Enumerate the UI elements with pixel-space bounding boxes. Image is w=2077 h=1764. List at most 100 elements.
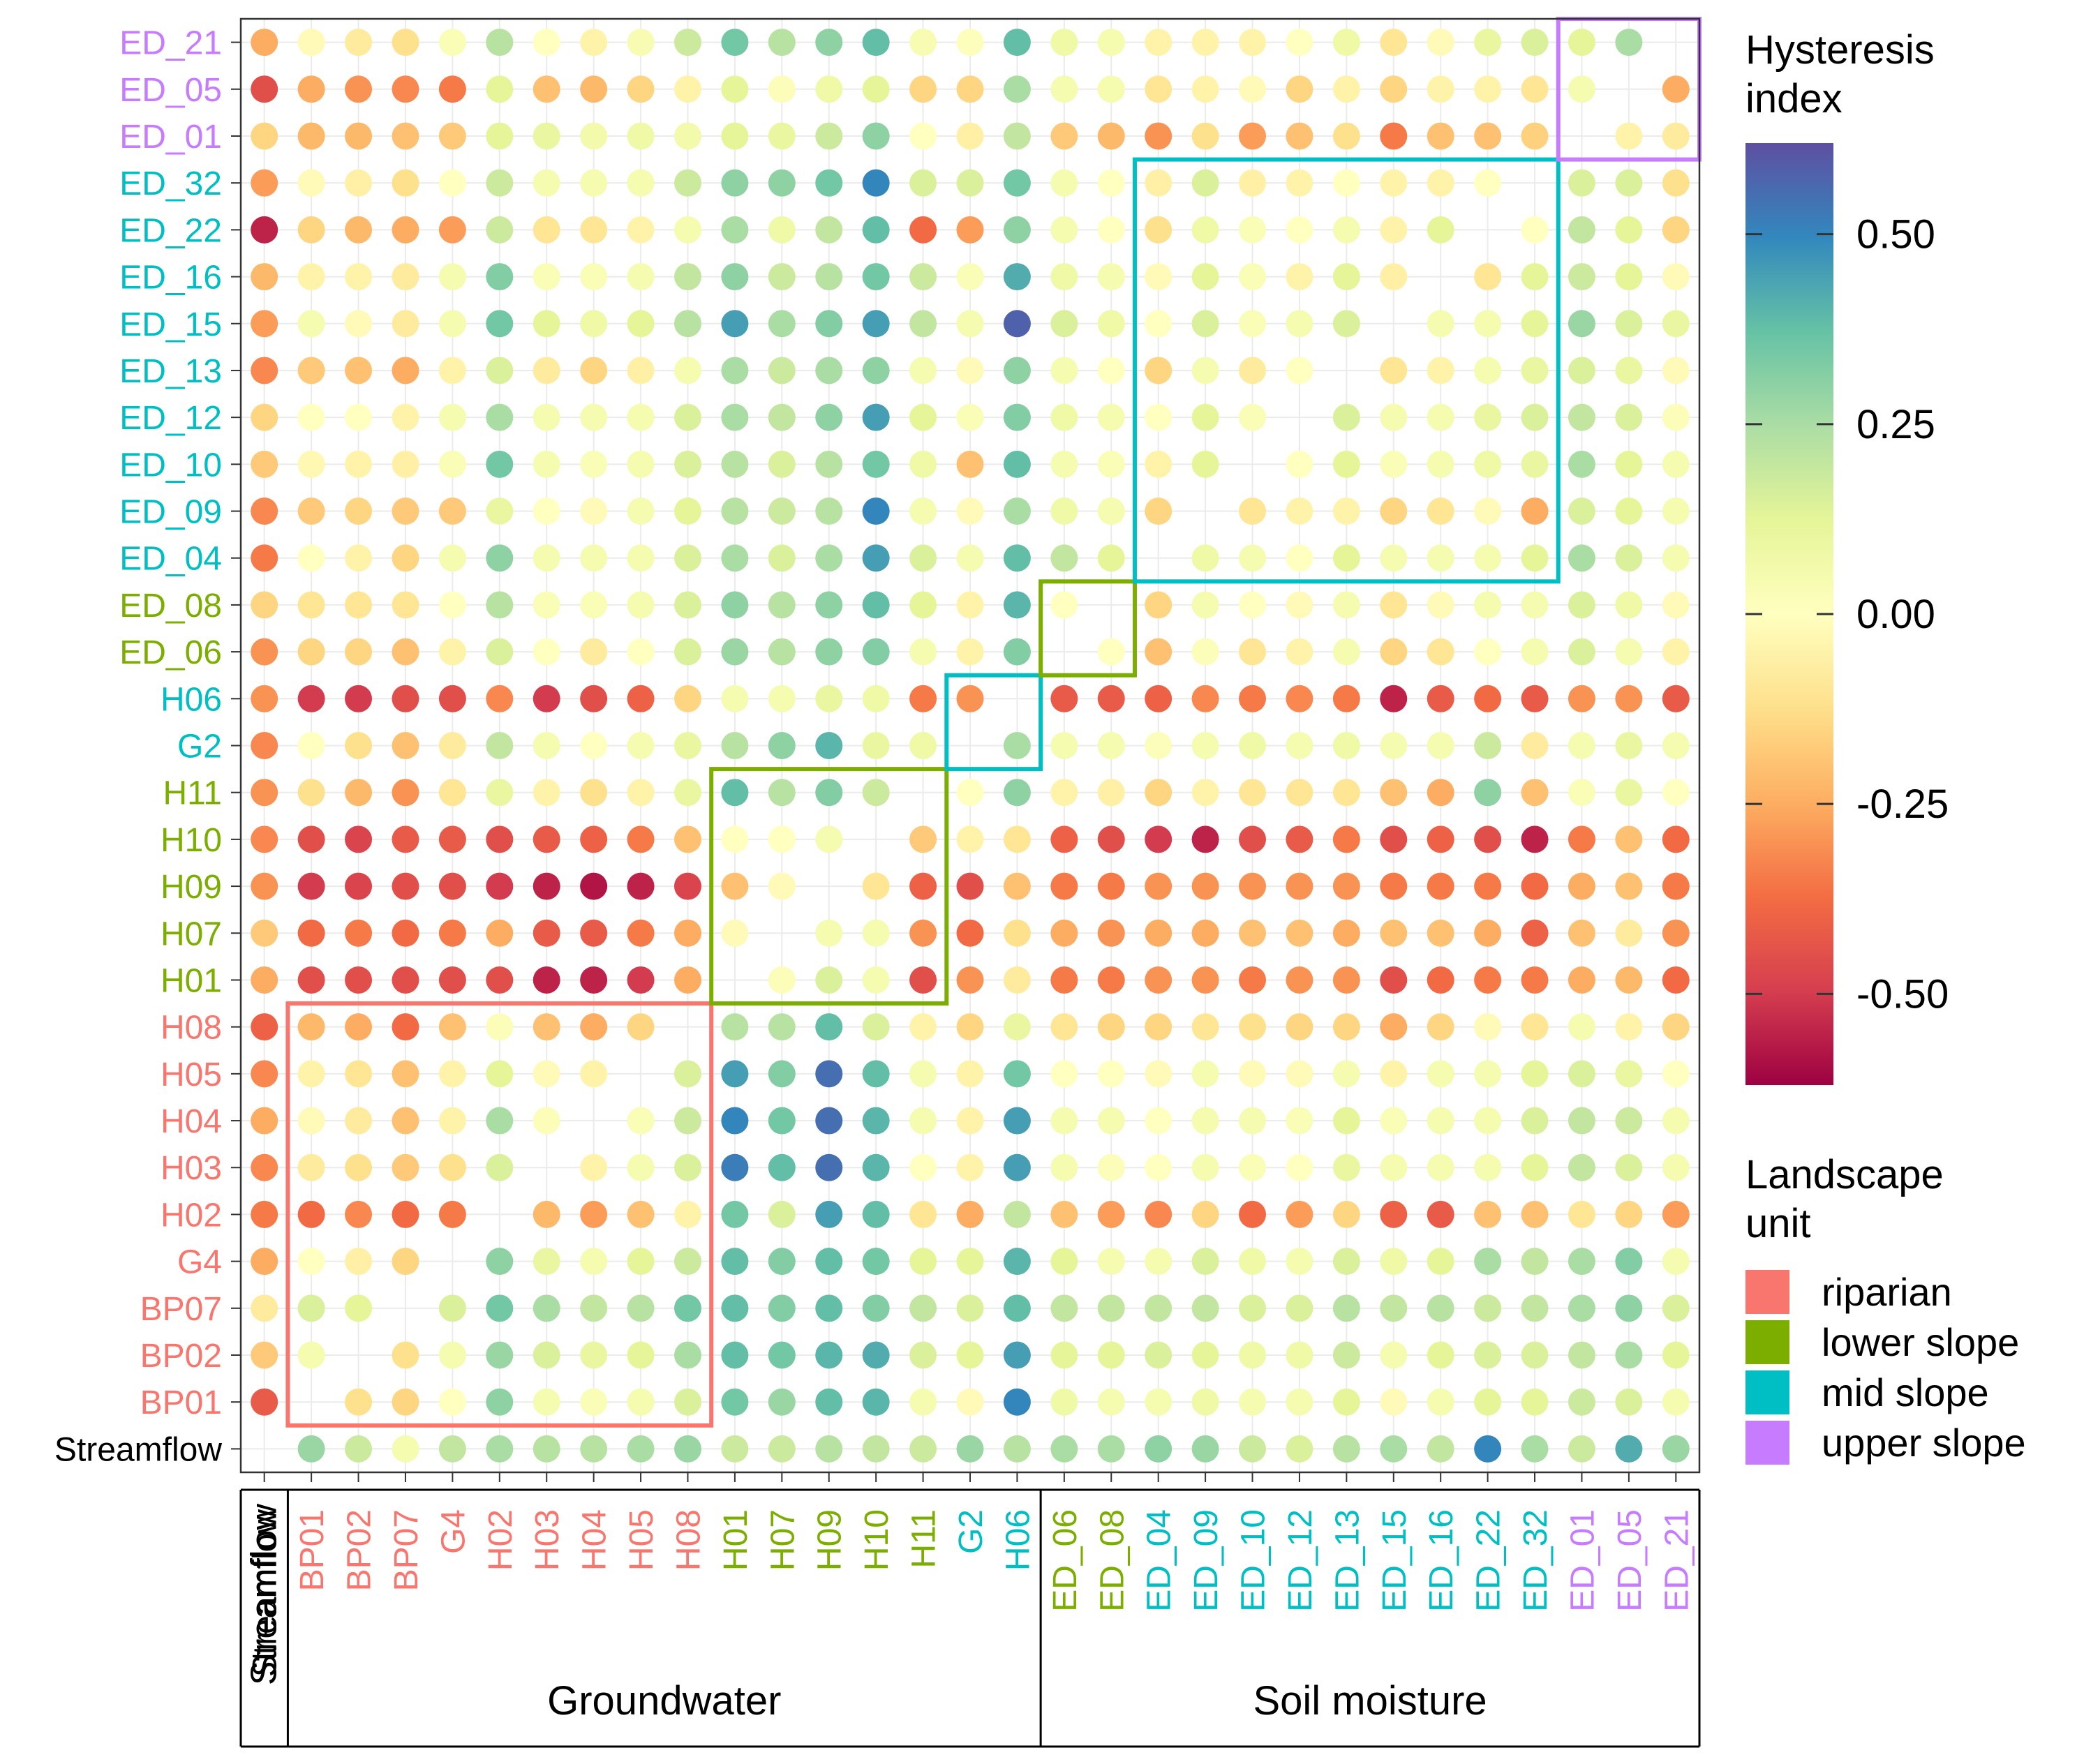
dot-cell: ED_08 × BP02: -0.1	[345, 591, 373, 619]
dot-cell: ED_09 × H06: 0.25	[1003, 498, 1031, 525]
dot-cell: H02 × ED_15: -0.4	[1380, 1200, 1408, 1228]
dot-cell: G4 × H07: 0.32	[768, 1248, 796, 1276]
dot-cell: BP02 × BP07: -0.12	[392, 1341, 419, 1369]
dot-cell: ED_21 × H06: 0.38	[1003, 29, 1031, 57]
dot-cell: H02 × ED_13: -0.15	[1332, 1200, 1360, 1228]
dot-cell: ED_08 × H08: 0.15	[673, 591, 701, 619]
dot-cell: BP01 × ED_21: 0.05	[1662, 1388, 1690, 1416]
dot-cell: H07 × Streamflow: -0.18	[251, 919, 278, 947]
dot-cell: BP07 × H11: 0.2	[909, 1294, 937, 1322]
dot-cell: ED_04 × Streamflow: -0.35	[251, 544, 278, 572]
dot-cell: H03 × H09: 0.55	[815, 1153, 843, 1181]
dot-cell: ED_15 × H04: 0.08	[580, 310, 608, 338]
dot-cell: H05 × BP01: -0.05	[297, 1060, 325, 1088]
dot-cell: ED_01 × ED_21: -0.08	[1662, 122, 1690, 150]
dot-cell: H07 × ED_16: -0.2	[1427, 919, 1454, 947]
dot-cell: ED_15 × ED_04: 0	[1145, 310, 1172, 338]
dot-cell: ED_09 × H04: -0.02	[580, 498, 608, 525]
dot-cell: ED_16 × H08: 0.2	[673, 263, 701, 291]
dot-cell: H03 × ED_08: 0.02	[1097, 1153, 1125, 1181]
dot-cell: ED_04 × ED_12: 0	[1286, 544, 1313, 572]
dot-cell: H09 × ED_01: -0.25	[1568, 872, 1595, 900]
dot-cell: G2 × BP07: -0.2	[392, 732, 419, 759]
y-tick-label: ED_08	[119, 588, 222, 625]
dot-cell: ED_04 × H09: 0.25	[815, 544, 843, 572]
dot-cell: ED_10 × ED_16: 0.05	[1427, 450, 1454, 478]
dot-cell: ED_32 × H10: 0.5	[862, 169, 890, 197]
y-tick-label: ED_04	[119, 541, 222, 578]
dot-cell: Streamflow × H06: 0.22	[1003, 1435, 1031, 1463]
dot-cell: ED_05 × G4: -0.35	[438, 75, 466, 103]
dot-cell: H07 × ED_21: -0.3	[1662, 919, 1690, 947]
dot-cell: ED_09 × ED_05: 0.12	[1615, 498, 1643, 525]
dot-cell: BP01 × H02: 0.3	[486, 1388, 514, 1416]
dot-cell: H05 × G2: -0.05	[956, 1060, 984, 1088]
dot-cell: H10 × H09: 0.05	[815, 825, 843, 853]
dot-cell: H09 × BP02: -0.48	[345, 872, 373, 900]
dot-cell: H09 × H10: -0.1	[862, 872, 890, 900]
dot-cell: H06 × ED_06: -0.42	[1050, 685, 1078, 712]
dot-cell: H02 × ED_10: -0.38	[1239, 1200, 1267, 1228]
dot-cell: Streamflow × ED_04: 0.3	[1145, 1435, 1172, 1463]
dot-cell: ED_05 × H05: -0.15	[627, 75, 655, 103]
unit-highlight-box	[285, 1001, 714, 1428]
dot-cell: H10 × ED_04: -0.5	[1145, 825, 1172, 853]
dot-cell: H10 × G2: -0.05	[956, 825, 984, 853]
dot-cell: ED_09 × G4: -0.18	[438, 498, 466, 525]
x-tick-label: BP07	[388, 1509, 425, 1591]
dot-cell: Streamflow × H11: 0.18	[909, 1435, 937, 1463]
dot-cell: BP01 × H09: 0.38	[815, 1388, 843, 1416]
dot-cell: H01 × G2: -0.3	[956, 966, 984, 994]
dot-cell: H10 × ED_06: -0.4	[1050, 825, 1078, 853]
dot-cell: ED_09 × ED_04: -0.15	[1145, 498, 1172, 525]
y-tick-label: H10	[161, 822, 222, 859]
dot-cell: BP07 × H02: 0.35	[486, 1294, 514, 1322]
dot-cell: ED_01 × ED_09: -0.12	[1191, 122, 1219, 150]
dot-cell: ED_05 × ED_12: -0.15	[1286, 75, 1313, 103]
dot-cell: ED_32 × G2: 0.15	[956, 169, 984, 197]
dot-cell: BP07 × ED_12: 0.15	[1286, 1294, 1313, 1322]
dot-cell: H03 × H02: 0.15	[486, 1153, 514, 1181]
dot-cell: ED_09 × H07: 0.18	[768, 498, 796, 525]
dot-cell: ED_09 × ED_22: -0.02	[1474, 498, 1502, 525]
dot-cell: BP01 × ED_08: 0.05	[1097, 1388, 1125, 1416]
dot-cell: BP01 × H01: 0.35	[721, 1388, 749, 1416]
dot-cell: G4 × ED_15: 0.08	[1380, 1248, 1408, 1276]
colorbar-tick-label: 0.25	[1856, 402, 1935, 447]
dot-cell: ED_15 × H08: 0.22	[673, 310, 701, 338]
dot-cell: ED_12 × ED_15: 0.05	[1380, 403, 1408, 431]
dot-cell: ED_09 × ED_10: -0.1	[1239, 498, 1267, 525]
dot-cell: H06 × Streamflow: -0.3	[251, 685, 278, 712]
dot-cell: ED_13 × H05: -0.06	[627, 357, 655, 384]
dot-cell: ED_22 × H11: -0.38	[909, 216, 937, 244]
dot-cell: ED_04 × ED_22: 0.05	[1474, 544, 1502, 572]
dot-cell: ED_32 × ED_08: 0	[1097, 169, 1125, 197]
dot-cell: H10 × ED_01: -0.35	[1568, 825, 1595, 853]
dot-cell: G4 × H05: 0.12	[627, 1248, 655, 1276]
legend-label: upper slope	[1822, 1421, 2026, 1465]
dot-cell: H04 × G2: -0.05	[956, 1107, 984, 1135]
y-tick-label: ED_32	[119, 165, 222, 202]
dot-cell: H09 × ED_13: -0.3	[1332, 872, 1360, 900]
dot-cell: G2 × H09: 0.4	[815, 732, 843, 759]
dot-cell: H06 × H04: -0.45	[580, 685, 608, 712]
dot-cell: G4 × BP07: -0.15	[392, 1248, 419, 1276]
dot-cell: ED_12 × H08: 0.15	[673, 403, 701, 431]
dot-cell: H08 × H02: 0.02	[486, 1013, 514, 1041]
y-tick-label: H07	[161, 915, 222, 952]
dot-cell: H01 × ED_12: -0.3	[1286, 966, 1313, 994]
dot-cell: ED_04 × ED_32: 0.12	[1521, 544, 1549, 572]
dot-cell: H05 × ED_13: 0.05	[1332, 1060, 1360, 1088]
dot-cell: H07 × ED_15: -0.2	[1380, 919, 1408, 947]
dot-cell: H09 × G2: -0.45	[956, 872, 984, 900]
unit-highlight-box	[709, 767, 949, 1006]
dot-cell: ED_01 × H10: 0.3	[862, 122, 890, 150]
dot-cell: BP01 × H10: 0.4	[862, 1388, 890, 1416]
dot-cell: H04 × ED_13: 0.12	[1332, 1107, 1360, 1135]
dot-cell: ED_05 × ED_04: -0.1	[1145, 75, 1172, 103]
dot-cell: ED_04 × ED_01: 0.25	[1568, 544, 1595, 572]
dot-cell: ED_06 × H05: 0	[627, 638, 655, 666]
dot-cell: H04 × H09: 0.55	[815, 1107, 843, 1135]
dot-cell: H09 × H04: -0.58	[580, 872, 608, 900]
dot-cell: ED_32 × H08: 0.18	[673, 169, 701, 197]
